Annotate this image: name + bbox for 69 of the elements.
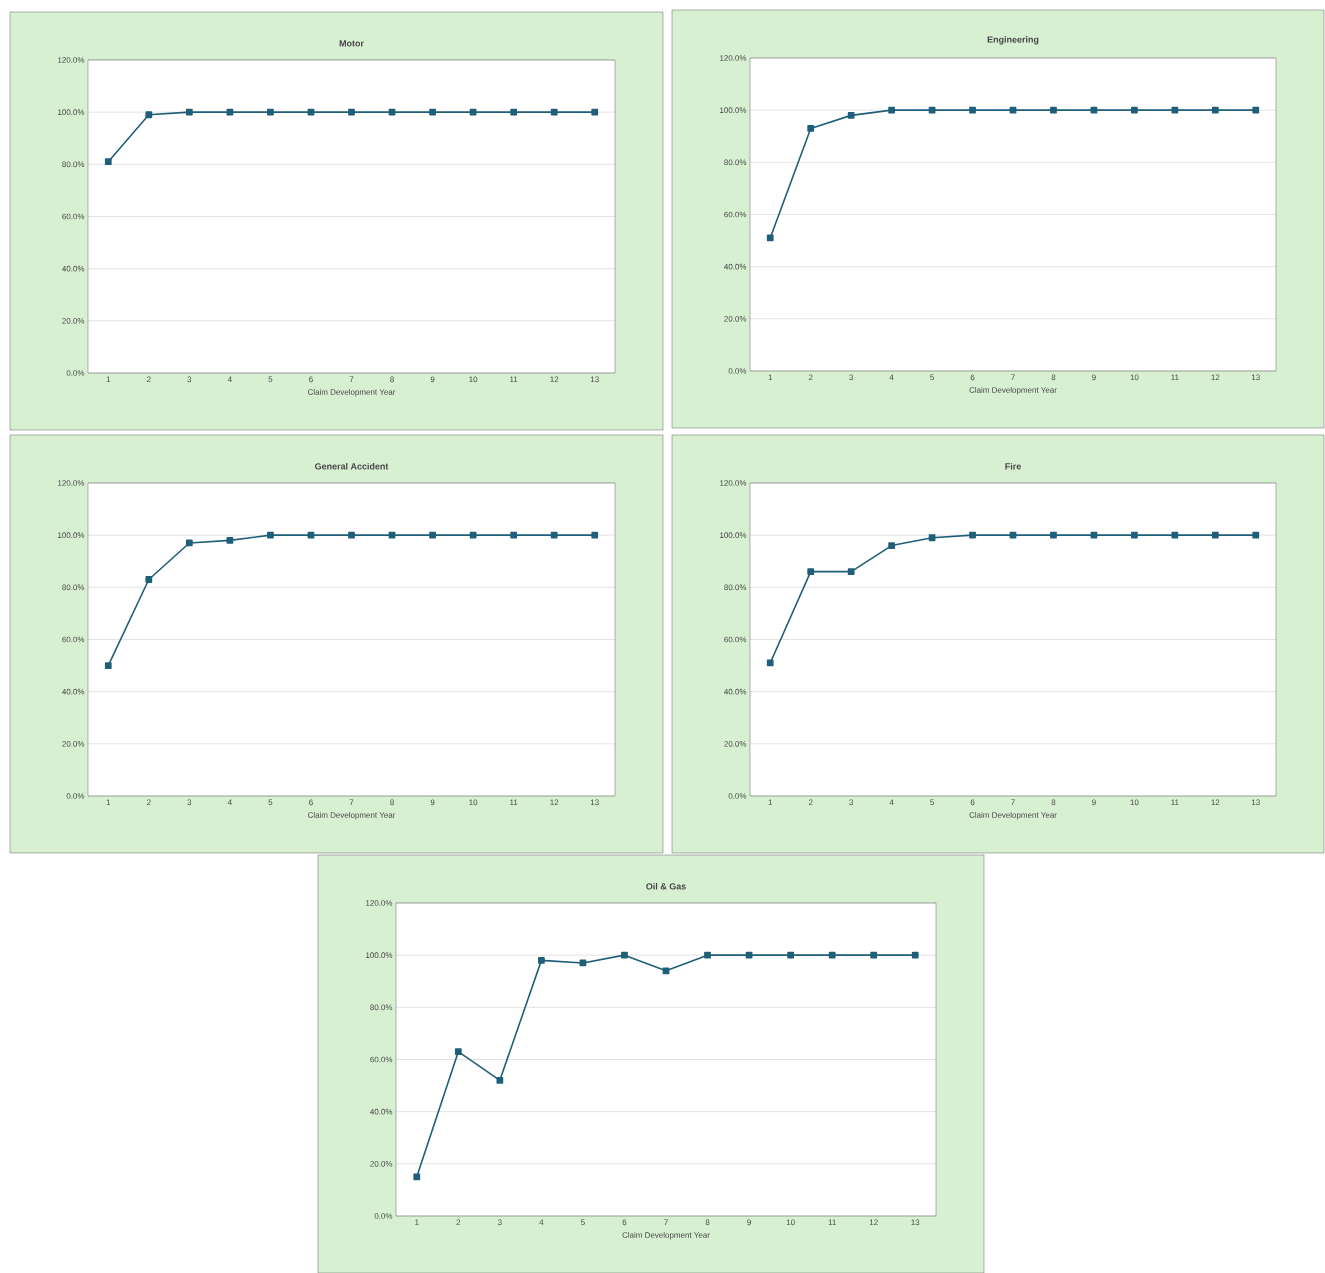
point xyxy=(591,531,599,539)
chart-title: General Accident xyxy=(315,462,389,470)
point xyxy=(847,111,855,119)
point xyxy=(888,542,896,549)
point xyxy=(1050,531,1057,539)
point xyxy=(185,539,193,547)
point xyxy=(847,568,855,575)
point xyxy=(928,534,936,542)
point xyxy=(307,108,315,116)
point xyxy=(226,108,234,116)
point xyxy=(969,106,976,114)
point xyxy=(1211,106,1219,114)
point xyxy=(307,531,315,539)
chart-title: Oil & Gas xyxy=(646,882,686,890)
point xyxy=(1171,106,1179,114)
point xyxy=(1050,106,1057,114)
point xyxy=(591,108,599,116)
point xyxy=(469,108,477,116)
point xyxy=(1252,106,1260,114)
point xyxy=(104,662,112,669)
point xyxy=(429,108,436,116)
point xyxy=(185,108,193,116)
point xyxy=(469,531,477,539)
point xyxy=(807,124,815,132)
point xyxy=(104,158,112,166)
point xyxy=(550,108,558,116)
point xyxy=(145,111,153,119)
point xyxy=(745,951,753,959)
point xyxy=(388,531,396,539)
point xyxy=(348,108,355,116)
point xyxy=(704,951,711,959)
point xyxy=(621,951,628,959)
point xyxy=(267,108,274,116)
point xyxy=(267,531,274,539)
point xyxy=(510,531,518,539)
point xyxy=(870,951,878,959)
point xyxy=(1009,531,1017,539)
point xyxy=(928,106,936,114)
point xyxy=(1131,531,1138,539)
point xyxy=(807,568,815,575)
point xyxy=(1090,106,1098,114)
point xyxy=(510,108,518,116)
point xyxy=(388,108,396,116)
point xyxy=(1009,106,1017,114)
point xyxy=(662,967,670,975)
point xyxy=(1171,531,1179,539)
point xyxy=(1252,531,1260,539)
chart-title: Fire xyxy=(1005,462,1021,470)
point xyxy=(1211,531,1219,539)
point xyxy=(429,531,436,539)
point xyxy=(413,1173,421,1181)
point xyxy=(496,1076,504,1084)
chart-title: Motor xyxy=(339,40,364,47)
point xyxy=(1090,531,1098,539)
point xyxy=(787,951,795,959)
point xyxy=(766,234,774,242)
point xyxy=(226,536,234,544)
point xyxy=(454,1048,462,1055)
point xyxy=(766,659,774,667)
chart-title: Engineering xyxy=(987,35,1039,45)
point xyxy=(911,951,919,959)
point xyxy=(550,531,558,539)
point xyxy=(538,956,545,964)
point xyxy=(348,531,355,539)
point xyxy=(145,576,153,583)
point xyxy=(1131,106,1138,114)
point xyxy=(828,951,836,959)
point xyxy=(969,531,976,539)
point xyxy=(888,106,896,114)
